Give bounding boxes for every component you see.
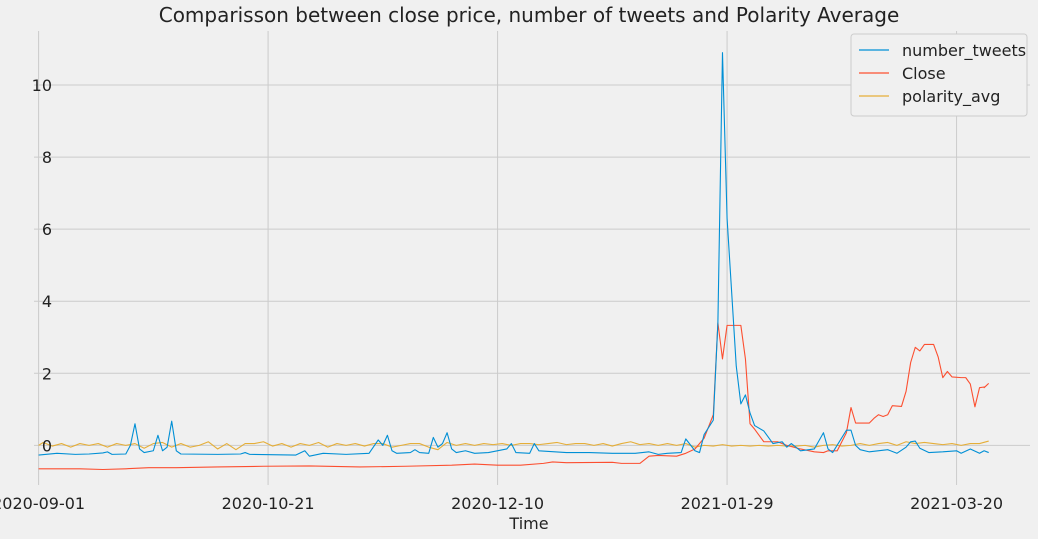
legend-box: [850, 33, 1028, 117]
legend-label: Close: [902, 64, 946, 83]
x-tick-label: 2021-01-29: [681, 494, 774, 513]
x-axis-title: Time: [508, 514, 548, 533]
x-tick-label: 2021-03-20: [910, 494, 1003, 513]
x-tick-label: 2020-12-10: [451, 494, 544, 513]
y-tick-label: 8: [42, 148, 52, 167]
series-line-number-tweets: [38, 52, 989, 457]
series-line-polarity-avg: [38, 440, 989, 451]
series-lines: [38, 52, 990, 471]
y-tick-label: 2: [42, 364, 52, 383]
y-tick-label: 4: [42, 292, 52, 311]
y-tick-label: 6: [42, 220, 52, 239]
legend-label: number_tweets: [902, 41, 1026, 61]
legend-label: polarity_avg: [902, 87, 1000, 107]
x-tick-label: 2020-10-21: [222, 494, 315, 513]
y-tick-label: 0: [42, 436, 52, 455]
x-axis-ticks: 2020-09-01 2020-10-21 2020-12-10 2021-01-29…: [0, 494, 1003, 513]
y-tick-label: 10: [32, 76, 52, 95]
x-tick-label: 2020-09-01: [0, 494, 85, 513]
legend: number_tweets Close polarity_avg: [850, 33, 1028, 117]
series-line-close: [38, 322, 990, 471]
y-axis-ticks: 0 2 4 6 8 10: [32, 76, 52, 455]
chart-title: Comparisson between close price, number …: [159, 3, 900, 27]
